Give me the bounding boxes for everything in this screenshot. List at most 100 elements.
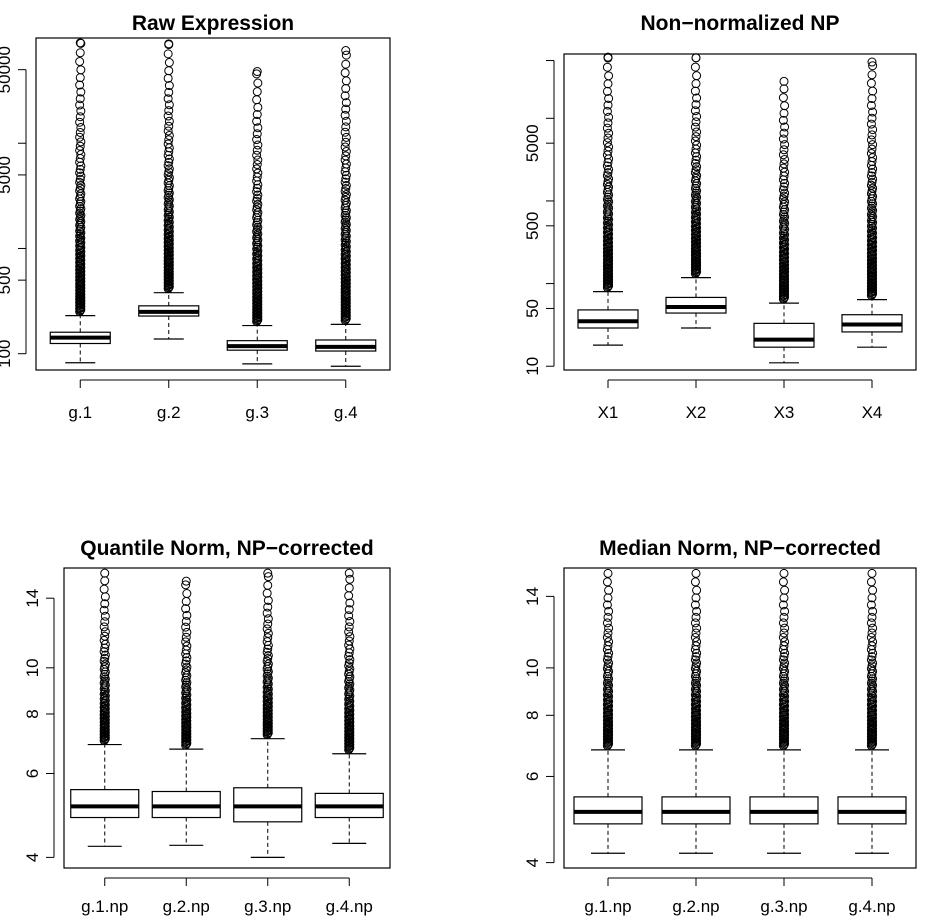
iqr-box xyxy=(577,309,639,329)
outlier-point xyxy=(75,292,85,302)
outlier-point xyxy=(603,168,613,178)
box-g.2 xyxy=(138,39,200,340)
outlier-point xyxy=(252,95,262,105)
outlier-point xyxy=(263,644,273,654)
outlier-point xyxy=(692,192,702,202)
outlier-point xyxy=(866,100,876,110)
outlier-point xyxy=(182,627,192,637)
outlier-point xyxy=(779,652,789,662)
outlier-point xyxy=(252,67,262,77)
outlier-point xyxy=(692,209,702,219)
outlier-point xyxy=(181,637,191,647)
outliers xyxy=(778,568,790,751)
outlier-point xyxy=(867,612,877,622)
outlier-point xyxy=(779,84,789,94)
outlier-point xyxy=(867,168,877,178)
outlier-point xyxy=(344,611,354,621)
outlier-point xyxy=(692,186,702,196)
outlier-point xyxy=(164,87,174,97)
outlier-point xyxy=(780,637,790,647)
y-tick-label: 10 xyxy=(23,658,42,677)
outlier-point xyxy=(779,145,789,155)
x-tick-label: g.4.np xyxy=(326,897,373,916)
outlier-point xyxy=(604,203,614,213)
outlier-point xyxy=(99,622,109,632)
outlier-point xyxy=(164,157,174,167)
outlier-point xyxy=(867,94,877,104)
outlier-point xyxy=(75,288,85,298)
outlier-point xyxy=(779,191,789,201)
outlier-point xyxy=(868,140,878,150)
box-g.4.np xyxy=(837,568,907,854)
outlier-point xyxy=(341,46,351,56)
outlier-point xyxy=(164,201,174,211)
outlier-point xyxy=(690,158,700,168)
x-tick-label: g.1.np xyxy=(584,897,631,916)
outlier-point xyxy=(344,736,354,746)
outlier-point xyxy=(866,633,876,643)
outliers xyxy=(866,57,878,301)
outlier-point xyxy=(345,574,355,584)
outlier-point xyxy=(692,585,702,595)
outlier-point xyxy=(778,282,788,292)
outlier-point xyxy=(344,658,354,668)
outlier-point xyxy=(690,577,700,587)
outlier-point xyxy=(252,160,262,170)
outlier-point xyxy=(602,267,612,277)
box-g.4.np xyxy=(314,568,384,844)
outlier-point xyxy=(252,129,262,139)
outlier-point xyxy=(344,568,354,578)
outlier-point xyxy=(181,604,191,614)
panel-3: Quantile Norm, NP−corrected 4 6 8 10 14 g.1.np… xyxy=(23,537,391,916)
outlier-point xyxy=(76,106,86,116)
outlier-point xyxy=(868,692,878,702)
outlier-point xyxy=(691,165,701,175)
outlier-point xyxy=(603,118,613,128)
outlier-point xyxy=(76,137,86,147)
outlier-point xyxy=(252,145,262,155)
outlier-point xyxy=(602,138,612,148)
outlier-point xyxy=(100,611,110,621)
outlier-point xyxy=(253,246,263,256)
outlier-point xyxy=(76,161,86,171)
outlier-point xyxy=(341,184,351,194)
outlier-point xyxy=(75,38,85,48)
outlier-point xyxy=(867,177,877,187)
outlier-point xyxy=(252,187,262,197)
box-g.1 xyxy=(49,38,111,364)
outlier-point xyxy=(780,154,790,164)
outlier-point xyxy=(868,164,878,174)
outlier-point xyxy=(341,76,351,86)
outlier-point xyxy=(252,301,262,311)
outlier-point xyxy=(75,48,85,58)
outliers xyxy=(163,39,174,294)
outlier-point xyxy=(866,135,876,145)
outlier-point xyxy=(778,600,788,610)
outlier-point xyxy=(779,182,789,192)
y-tick-label: 500 xyxy=(523,212,542,240)
x-tick-label: X3 xyxy=(774,403,795,422)
x-tick-label: X2 xyxy=(686,403,707,422)
outlier-point xyxy=(100,680,110,690)
outliers xyxy=(690,568,702,751)
box-g.1.np xyxy=(70,568,140,847)
outlier-point xyxy=(341,98,351,108)
x-tick-label: g.1.np xyxy=(81,897,128,916)
outlier-point xyxy=(262,624,272,634)
outlier-point xyxy=(99,635,109,645)
outlier-point xyxy=(780,606,790,616)
outlier-point xyxy=(603,628,613,638)
outlier-point xyxy=(340,187,350,197)
outlier-point xyxy=(253,229,263,239)
outlier-point xyxy=(692,692,702,702)
y-tick-label: 500 xyxy=(0,266,14,294)
outlier-point xyxy=(345,617,355,627)
x-tick-label: g.3.np xyxy=(760,897,807,916)
outlier-point xyxy=(263,684,273,694)
outlier-point xyxy=(182,610,192,620)
outlier-point xyxy=(181,656,191,666)
outlier-point xyxy=(602,655,612,665)
outlier-point xyxy=(692,71,702,81)
plot-frame xyxy=(35,37,391,371)
